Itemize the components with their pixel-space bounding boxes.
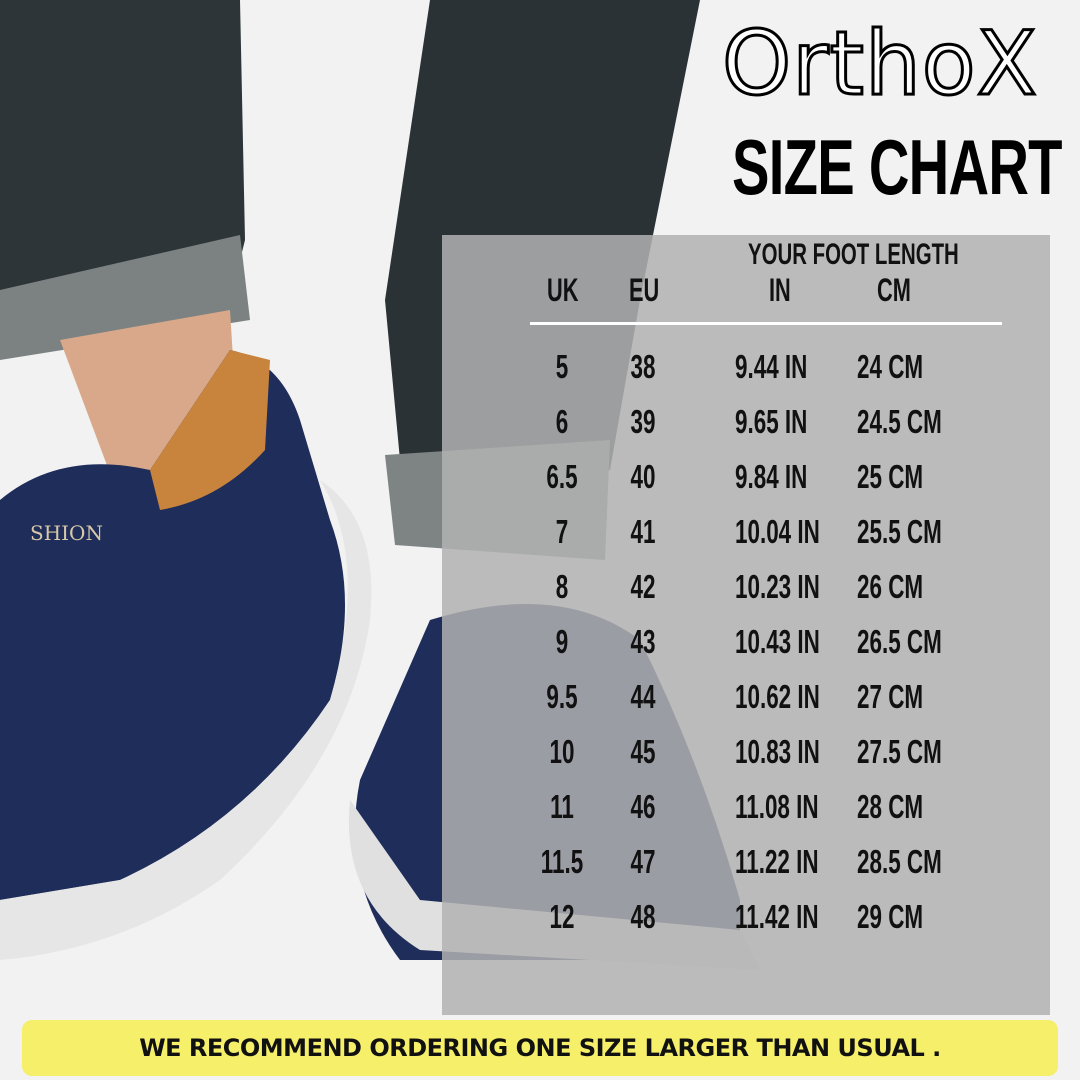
left-shoe-sole	[0, 480, 372, 960]
cell-eu: 46	[630, 788, 656, 825]
cell-eu: 47	[630, 843, 656, 880]
cell-eu: 44	[630, 678, 656, 715]
cell-in: 11.08 IN	[735, 788, 819, 825]
recommendation-text: WE RECOMMEND ORDERING ONE SIZE LARGER TH…	[139, 1034, 941, 1062]
shoe-brand-text: SHION	[30, 521, 103, 545]
cell-uk: 9.5	[546, 678, 578, 715]
cell-in: 10.23 IN	[735, 568, 820, 605]
cell-uk: 5	[555, 348, 569, 385]
cell-eu: 48	[630, 898, 656, 935]
cell-cm: 25 CM	[857, 458, 924, 495]
cell-in: 9.44 IN	[735, 348, 808, 385]
cell-uk: 8	[555, 568, 569, 605]
header-uk: UK	[547, 272, 579, 308]
cell-cm: 24 CM	[857, 348, 924, 385]
cell-cm: 29 CM	[857, 898, 924, 935]
cell-cm: 26 CM	[857, 568, 924, 605]
cell-uk: 6.5	[546, 458, 578, 495]
header-eu: EU	[629, 272, 660, 308]
cell-eu: 41	[630, 513, 656, 550]
size-chart-panel	[442, 235, 1050, 1015]
cell-uk: 11	[550, 788, 574, 825]
cell-eu: 40	[630, 458, 656, 495]
cell-cm: 25.5 CM	[857, 513, 942, 550]
left-shoe-upper	[0, 350, 345, 900]
cell-in: 9.65 IN	[735, 403, 808, 440]
cell-in: 10.43 IN	[735, 623, 820, 660]
cell-eu: 43	[630, 623, 656, 660]
cell-uk: 7	[555, 513, 569, 550]
left-shoe-collar	[150, 350, 270, 510]
cell-in: 10.62 IN	[735, 678, 820, 715]
cell-cm: 27.5 CM	[857, 733, 942, 770]
brand-logo: OrthoX	[721, 12, 1039, 115]
cell-in: 9.84 IN	[735, 458, 808, 495]
cell-uk: 6	[555, 403, 569, 440]
cell-in: 11.42 IN	[735, 898, 819, 935]
cell-cm: 26.5 CM	[857, 623, 942, 660]
cell-eu: 39	[630, 403, 656, 440]
foot-length-header: YOUR FOOT LENGTH	[748, 238, 959, 271]
jeans-left-leg	[0, 0, 245, 330]
header-cm: CM	[877, 272, 911, 308]
cell-uk: 11.5	[540, 843, 584, 880]
cell-in: 10.04 IN	[735, 513, 820, 550]
cell-uk: 9	[555, 623, 569, 660]
recommendation-banner: WE RECOMMEND ORDERING ONE SIZE LARGER TH…	[22, 1020, 1058, 1076]
cell-in: 10.83 IN	[735, 733, 820, 770]
page-title: SIZE CHART	[732, 123, 1062, 211]
cell-in: 11.22 IN	[735, 843, 819, 880]
cell-uk: 10	[549, 733, 575, 770]
cell-eu: 45	[630, 733, 656, 770]
cell-eu: 38	[630, 348, 656, 385]
cell-uk: 12	[549, 898, 575, 935]
header-in: IN	[769, 272, 791, 308]
cell-cm: 28.5 CM	[857, 843, 942, 880]
cell-cm: 24.5 CM	[857, 403, 942, 440]
cell-eu: 42	[630, 568, 656, 605]
cell-cm: 28 CM	[857, 788, 924, 825]
header-divider	[530, 322, 1002, 325]
cell-cm: 27 CM	[857, 678, 924, 715]
